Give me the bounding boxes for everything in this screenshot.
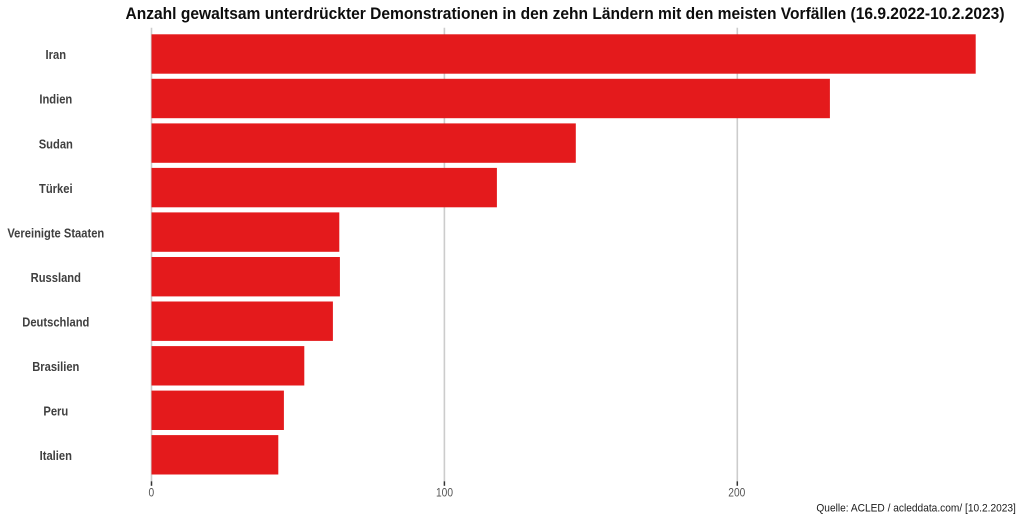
svg-text:Peru: Peru xyxy=(43,404,68,419)
svg-text:Italien: Italien xyxy=(40,448,72,463)
svg-text:Vereinigte Staaten: Vereinigte Staaten xyxy=(7,225,104,240)
svg-text:Russland: Russland xyxy=(31,270,81,285)
svg-text:Iran: Iran xyxy=(46,47,67,62)
svg-text:Sudan: Sudan xyxy=(39,136,73,151)
svg-text:Indien: Indien xyxy=(39,92,72,107)
svg-text:Anzahl gewaltsam unterdrückter: Anzahl gewaltsam unterdrückter Demonstra… xyxy=(126,4,1005,23)
svg-text:Deutschland: Deutschland xyxy=(22,314,89,329)
svg-text:0: 0 xyxy=(149,485,155,499)
svg-text:Brasilien: Brasilien xyxy=(32,359,79,374)
svg-text:200: 200 xyxy=(728,485,745,499)
svg-text:Türkei: Türkei xyxy=(39,181,73,196)
svg-text:100: 100 xyxy=(436,485,453,499)
svg-text:Quelle: ACLED / acleddata.com/: Quelle: ACLED / acleddata.com/ [10.2.202… xyxy=(816,502,1016,514)
